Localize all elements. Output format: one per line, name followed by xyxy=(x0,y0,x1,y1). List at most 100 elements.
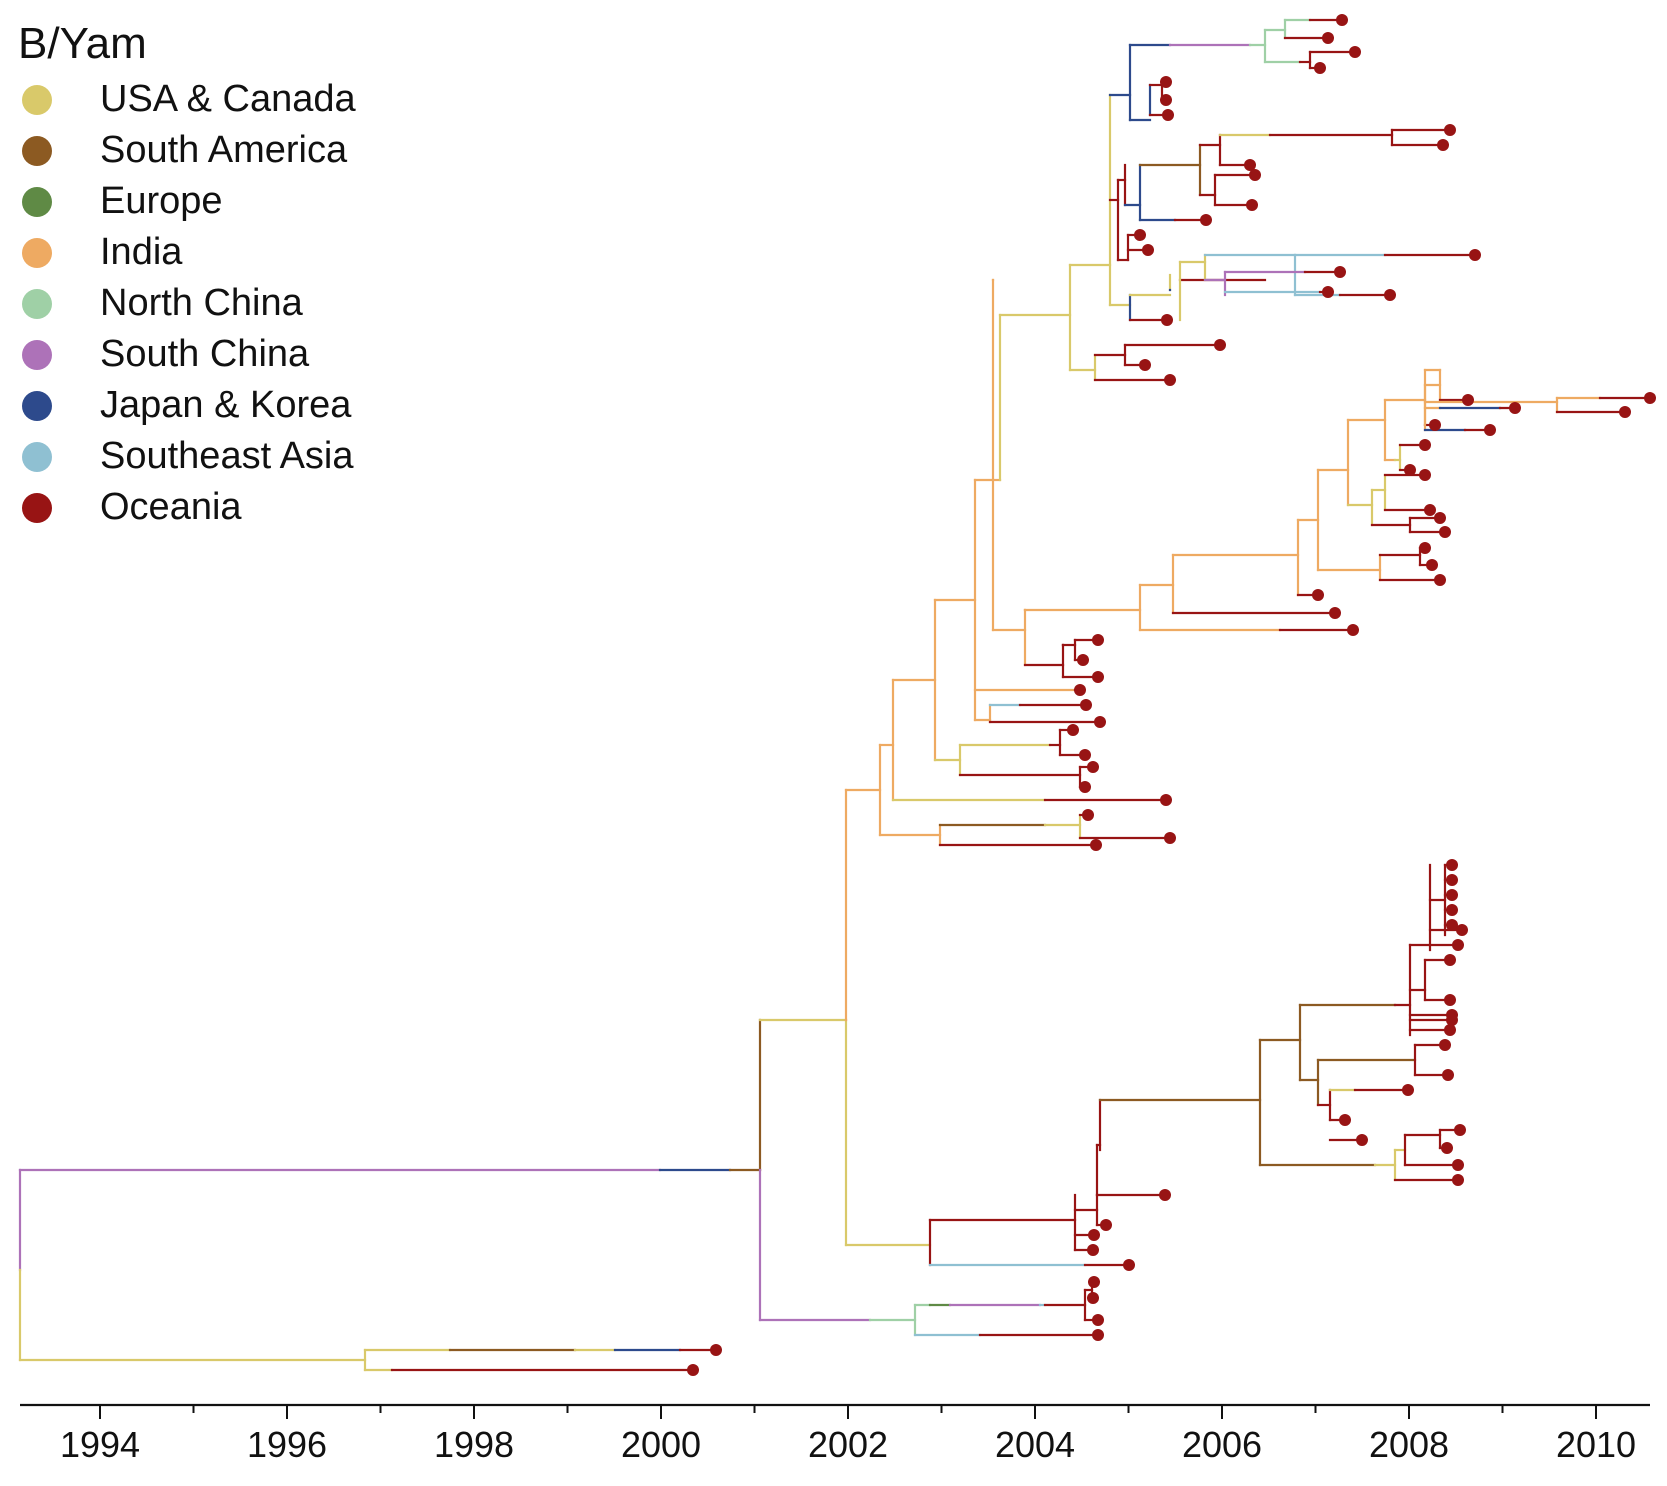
axis-tick-label: 2008 xyxy=(1369,1424,1449,1465)
legend-swatch xyxy=(22,84,52,115)
tree-tip xyxy=(1619,406,1631,418)
tree-tip xyxy=(1088,1276,1100,1288)
tree-tip xyxy=(1200,214,1212,226)
legend-swatch xyxy=(22,237,52,268)
tree-tip xyxy=(1162,109,1174,121)
tree-tip xyxy=(1312,589,1324,601)
tree-tip xyxy=(1087,761,1099,773)
tree-tip xyxy=(1329,607,1341,619)
tree-tip xyxy=(1092,634,1104,646)
axis-tick-label: 2004 xyxy=(995,1424,1075,1465)
legend-swatch xyxy=(22,492,52,523)
tree-tip xyxy=(1134,229,1146,241)
tree-tip xyxy=(1456,924,1468,936)
tree-tip xyxy=(1336,14,1348,26)
tree-tip xyxy=(1434,512,1446,524)
tree-tip xyxy=(1123,1259,1135,1271)
tree-tip xyxy=(1349,46,1361,58)
tree-tip xyxy=(1164,374,1176,386)
tree-tip xyxy=(1339,1114,1351,1126)
tree-tip xyxy=(1100,1219,1112,1231)
tree-tip xyxy=(687,1364,699,1376)
tree-tip xyxy=(1404,464,1416,476)
tree-tip xyxy=(1160,76,1172,88)
legend-item: Oceania xyxy=(18,482,356,533)
tree-tip xyxy=(1384,289,1396,301)
tree-tip xyxy=(1441,1142,1453,1154)
legend-item: Japan & Korea xyxy=(18,380,356,431)
tree-tip xyxy=(1161,314,1173,326)
legend-item: Southeast Asia xyxy=(18,431,356,482)
tree-tip xyxy=(1444,994,1456,1006)
axis-tick-label: 1998 xyxy=(434,1424,514,1465)
tree-tip xyxy=(1419,542,1431,554)
legend-item: South America xyxy=(18,125,356,176)
legend-swatch xyxy=(22,288,52,319)
legend: B/Yam USA & Canada South America Europe … xyxy=(18,18,356,533)
tree-tip xyxy=(1356,1134,1368,1146)
tree-tip xyxy=(1434,574,1446,586)
legend-label: South America xyxy=(100,129,348,171)
legend-label: Oceania xyxy=(100,486,242,528)
tree-tip xyxy=(1322,286,1334,298)
tree-tip xyxy=(1452,1174,1464,1186)
tree-tip xyxy=(1484,424,1496,436)
tree-tip xyxy=(1446,889,1458,901)
tree-tip xyxy=(1446,904,1458,916)
tree-tip xyxy=(1452,1159,1464,1171)
legend-label: India xyxy=(100,231,183,273)
tree-tip xyxy=(1246,199,1258,211)
axis-tick-label: 2006 xyxy=(1182,1424,1262,1465)
tree-tip xyxy=(1314,62,1326,74)
legend-label: USA & Canada xyxy=(100,78,356,120)
tree-tip xyxy=(1139,359,1151,371)
tree-tip xyxy=(1426,559,1438,571)
tree-tip xyxy=(1214,339,1226,351)
tree-tip xyxy=(1509,402,1521,414)
tree-tip xyxy=(710,1344,722,1356)
tree-tip xyxy=(1452,939,1464,951)
legend-label: Southeast Asia xyxy=(100,435,354,477)
tree-tip xyxy=(1159,1189,1171,1201)
legend-item: North China xyxy=(18,278,356,329)
tree-tip xyxy=(1444,1024,1456,1036)
tree-tip xyxy=(1334,266,1346,278)
time-axis: 1994 1996 1998 2000 2002 2004 2006 2008 2010 xyxy=(20,1403,1650,1465)
legend-label: Europe xyxy=(100,180,223,222)
tree-tip xyxy=(1454,1124,1466,1136)
tree-tip xyxy=(1090,839,1102,851)
tree-tip xyxy=(1644,392,1656,404)
tree-tips xyxy=(687,14,1656,1376)
tree-tip xyxy=(1067,724,1079,736)
tree-tip xyxy=(1419,439,1431,451)
tree-tip xyxy=(1092,1314,1104,1326)
legend-swatch xyxy=(22,186,52,217)
tree-tip xyxy=(1142,244,1154,256)
tree-tip xyxy=(1446,874,1458,886)
legend-label: North China xyxy=(100,282,303,324)
tree-tip xyxy=(1074,684,1086,696)
tree-tip xyxy=(1077,654,1089,666)
tree-tip xyxy=(1092,1329,1104,1341)
tree-tip xyxy=(1079,781,1091,793)
tree-tip xyxy=(1347,624,1359,636)
tree-tip xyxy=(1424,504,1436,516)
legend-swatch xyxy=(22,339,52,370)
legend-item: South China xyxy=(18,329,356,380)
tree-tip xyxy=(1087,1292,1099,1304)
tree-tip xyxy=(1079,749,1091,761)
tree-tip xyxy=(1402,1084,1414,1096)
tree-tip xyxy=(1082,809,1094,821)
tree-tip xyxy=(1092,671,1104,683)
tree-tip xyxy=(1462,394,1474,406)
tree-tip xyxy=(1160,794,1172,806)
axis-tick-label: 1996 xyxy=(247,1424,327,1465)
tree-tip xyxy=(1429,419,1441,431)
axis-tick-label: 2002 xyxy=(808,1424,888,1465)
tree-tip xyxy=(1439,526,1451,538)
tree-tip xyxy=(1244,159,1256,171)
tree-tip xyxy=(1322,32,1334,44)
tree-tip xyxy=(1446,919,1458,931)
legend-swatch xyxy=(22,441,52,472)
